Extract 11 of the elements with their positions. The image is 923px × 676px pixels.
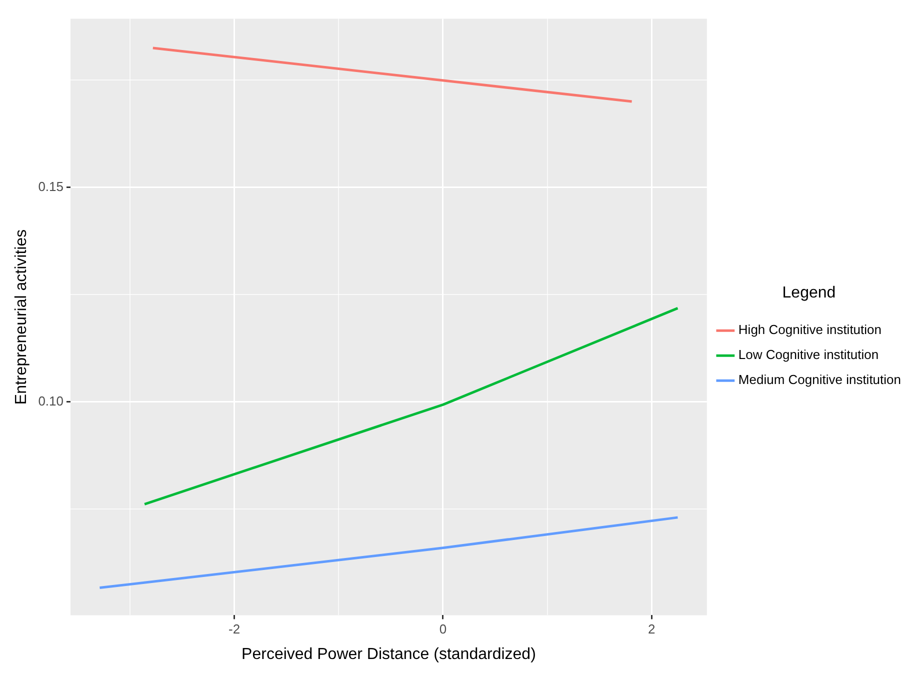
legend-label: Low Cognitive institution: [738, 347, 879, 362]
legend-label: High Cognitive institution: [738, 322, 882, 338]
y-tick-label: 0.10: [38, 393, 64, 408]
x-tick-label: -2: [228, 622, 240, 637]
y-tick-label: 0.15: [38, 178, 64, 194]
x-axis-title: Perceived Power Distance (standardized): [242, 646, 536, 663]
x-tick-label: 2: [648, 622, 656, 637]
y-axis-title: Entrepreneurial activities: [13, 229, 30, 405]
legend-label: Medium Cognitive institution: [738, 372, 901, 388]
legend-title: Legend: [782, 284, 836, 302]
x-tick-label: 0: [439, 622, 447, 637]
